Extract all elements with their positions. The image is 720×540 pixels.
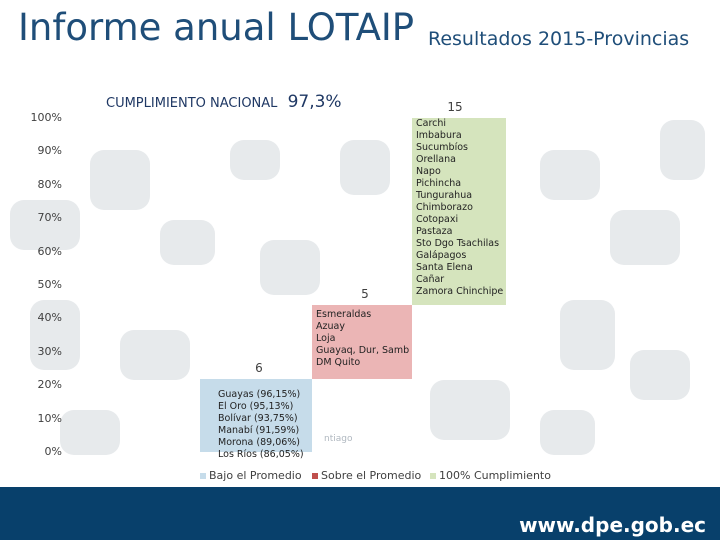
province-item: Cotopaxi	[416, 214, 459, 225]
y-tick-label: 40%	[37, 311, 62, 325]
province-list: Guayas (96,15%) El Oro (95,13%) Bolívar (9…	[218, 389, 304, 461]
bar-count-label: 15	[447, 100, 463, 114]
province-item: Napo	[416, 166, 441, 177]
province-item: El Oro (95,13%)	[218, 400, 294, 412]
bar-2	[312, 305, 412, 379]
y-tick-label: 90%	[37, 144, 62, 158]
y-tick-label: 70%	[37, 211, 62, 225]
province-item: Azuay	[316, 321, 345, 333]
province-item: Carchi	[416, 118, 447, 129]
chart-title-value: 97,3%	[287, 92, 342, 112]
legend-swatch	[312, 472, 318, 479]
legend-label: Bajo el Promedio	[209, 469, 302, 482]
legend-label: 100% Cumplimiento	[439, 469, 551, 482]
province-item: Bolívar (93,75%)	[218, 412, 298, 424]
province-item: Imbabura	[416, 130, 462, 141]
province-list: Esmeraldas Azuay Loja Guayaq, Dur, Samb DM Q…	[316, 309, 409, 369]
bar-count-label: 5	[361, 287, 369, 302]
footer-url: www.dpe.gob.ec	[519, 513, 706, 537]
y-tick-label: 80%	[37, 177, 62, 191]
y-tick-label: 10%	[37, 411, 62, 425]
province-item: Morona (89,06%)	[218, 436, 301, 448]
legend-item: Sobre el Promedio	[312, 469, 421, 482]
faded-label: ntiago	[324, 434, 353, 444]
y-tick-label: 30%	[37, 344, 62, 358]
province-item: Guayaq, Dur, Samb	[316, 345, 410, 357]
y-tick-label: 0%	[44, 445, 62, 458]
province-item: Guayas (96,15%)	[218, 388, 301, 400]
y-tick-label: 60%	[37, 244, 62, 258]
bar-3	[412, 118, 506, 306]
province-item: Tungurahua	[416, 190, 473, 201]
province-item: Manabí (91,59%)	[218, 424, 300, 436]
y-tick-label: 50%	[37, 278, 62, 291]
province-item: Santa Elena	[416, 262, 473, 273]
y-tick-label: 20%	[37, 378, 62, 392]
province-item: Loja	[316, 333, 336, 345]
province-item: Pichincha	[416, 178, 462, 189]
page-title: Informe anual LOTAIP	[18, 6, 415, 49]
page-subtitle: Resultados 2015-Provincias	[428, 28, 690, 50]
bar-1	[200, 378, 312, 452]
province-item: Sucumbíos	[416, 142, 468, 153]
province-list: Carchi Imbabura Sucumbíos Orellana Napo Pichi…	[416, 118, 503, 298]
province-item: Chimborazo	[416, 202, 473, 213]
y-tick-label: 100%	[30, 111, 62, 124]
legend-swatch	[430, 472, 436, 479]
bar-count-label: 6	[255, 360, 263, 375]
province-item: Pastaza	[416, 226, 453, 237]
province-item: DM Quito	[316, 357, 361, 369]
legend-label: Sobre el Promedio	[321, 469, 422, 482]
chart-title-label: CUMPLIMIENTO NACIONAL	[106, 96, 278, 111]
province-item: Zamora Chinchipe	[416, 286, 504, 297]
legend-swatch	[200, 472, 206, 479]
chart-title: CUMPLIMIENTO NACIONAL 97,3%	[106, 92, 342, 112]
province-item: Cañar	[416, 274, 445, 285]
province-item: Orellana	[416, 154, 456, 165]
footer-bar: www.dpe.gob.ec	[0, 487, 720, 540]
province-item: Los Ríos (86,05%)	[218, 448, 304, 460]
province-item: Sto Dgo Tsachilas	[416, 238, 500, 249]
province-item: Galápagos	[416, 250, 467, 261]
legend-item: Bajo el Promedio	[200, 469, 302, 482]
legend-item: 100% Cumplimiento	[430, 469, 551, 482]
province-item: Esmeraldas	[316, 309, 372, 321]
